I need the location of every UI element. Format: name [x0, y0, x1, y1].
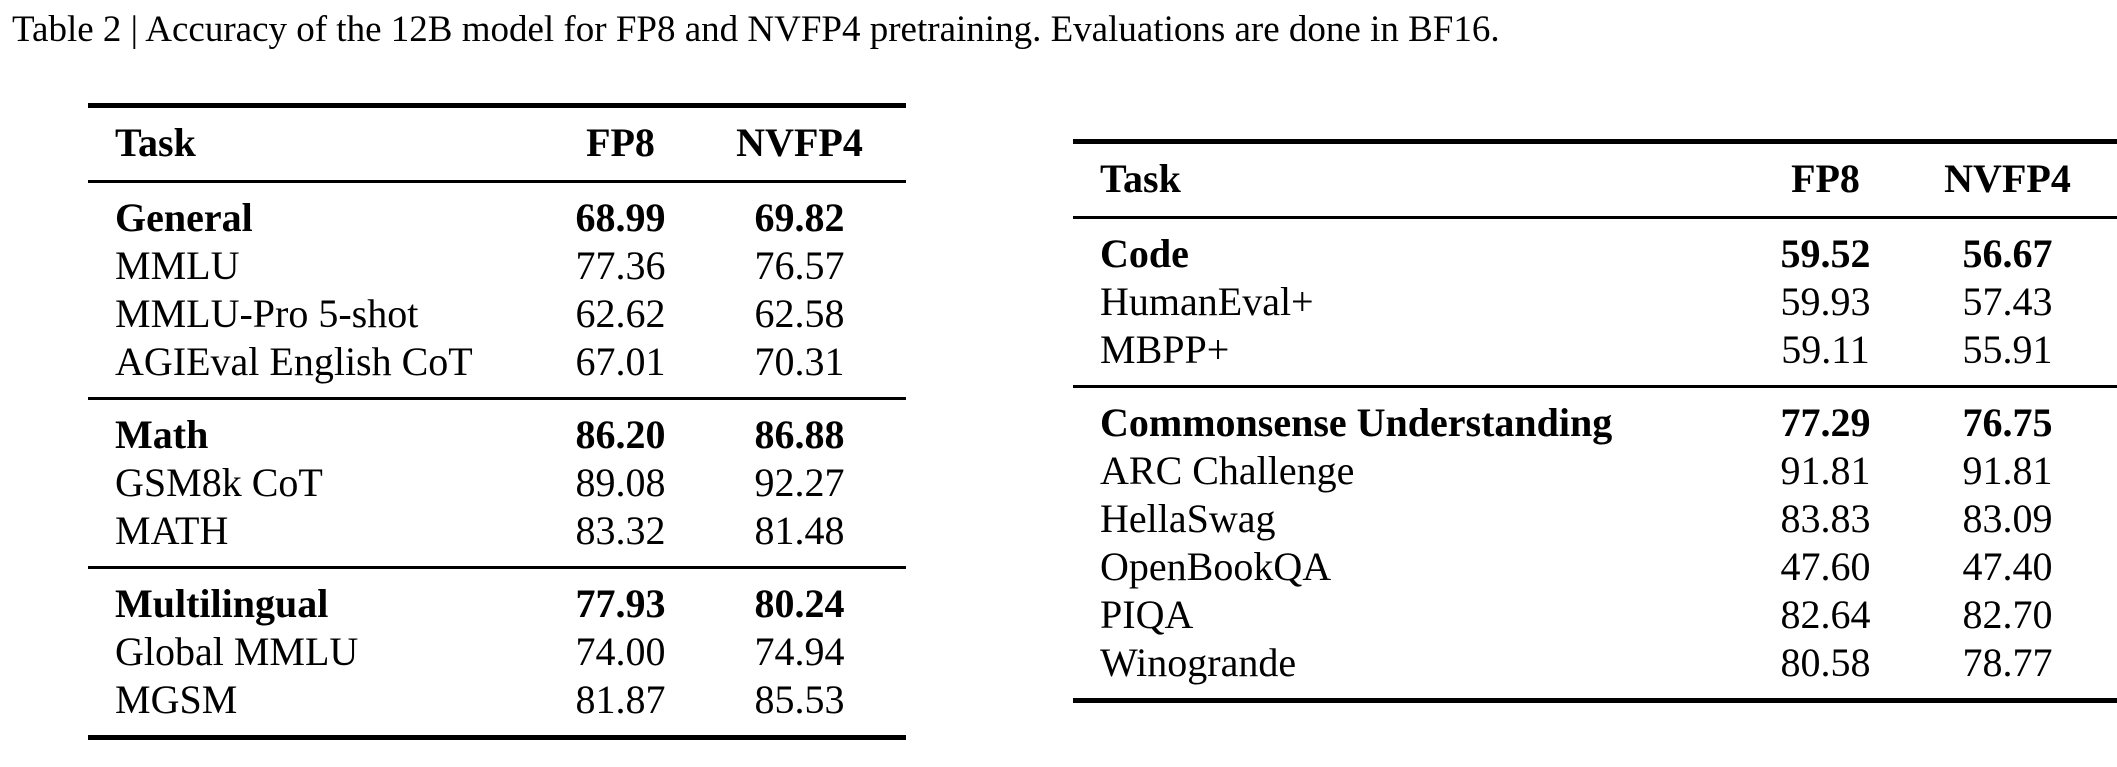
fp8-cell: 59.11 [1781, 327, 1870, 372]
table-row: GSM8k CoT 89.08 92.27 [88, 459, 906, 507]
table-group: General 68.99 69.82 MMLU 77.36 76.57 MMLU-Pro … [88, 181, 906, 399]
table-group: Math 86.20 86.88 GSM8k CoT 89.08 92.27 MATH 83.… [88, 398, 906, 568]
table-row: Commonsense Understanding 77.29 76.75 [1073, 387, 2117, 448]
task-cell: MATH [115, 508, 229, 553]
fp8-cell: 59.93 [1780, 279, 1871, 324]
table-code-commonsense: Task FP8 NVFP4 Code 59.52 56.67 HumanEval+ 5… [1073, 139, 2117, 703]
fp8-cell: 82.64 [1780, 592, 1871, 637]
fp8-cell: 77.93 [575, 581, 666, 626]
nvfp4-cell: 91.81 [1962, 448, 2053, 493]
nvfp4-cell: 92.27 [754, 460, 845, 505]
fp8-cell: 77.29 [1780, 400, 1871, 445]
nvfp4-cell: 69.82 [754, 195, 845, 240]
header-nvfp4: NVFP4 [736, 120, 863, 165]
task-cell: HumanEval+ [1100, 279, 1314, 324]
header-row: Task FP8 NVFP4 [1073, 142, 2117, 218]
nvfp4-cell: 80.24 [754, 581, 845, 626]
task-cell: GSM8k CoT [115, 460, 323, 505]
task-cell: Global MMLU [115, 629, 359, 674]
nvfp4-cell: 81.48 [754, 508, 845, 553]
task-cell: General [115, 195, 253, 240]
fp8-cell: 89.08 [575, 460, 666, 505]
task-cell: Math [115, 412, 209, 457]
task-cell: MMLU-Pro 5-shot [115, 291, 419, 336]
fp8-cell: 68.99 [575, 195, 666, 240]
table-row: MGSM 81.87 85.53 [88, 676, 906, 738]
task-cell: Code [1100, 231, 1189, 276]
fp8-cell: 59.52 [1780, 231, 1871, 276]
nvfp4-cell: 70.31 [754, 339, 845, 384]
table-row: Code 59.52 56.67 [1073, 218, 2117, 279]
nvfp4-cell: 82.70 [1962, 592, 2053, 637]
accuracy-table-right: Task FP8 NVFP4 Code 59.52 56.67 HumanEval+ 5… [1073, 139, 2117, 703]
task-cell: Multilingual [115, 581, 329, 626]
table-row: HellaSwag 83.83 83.09 [1073, 495, 2117, 543]
fp8-cell: 91.81 [1780, 448, 1871, 493]
nvfp4-cell: 47.40 [1962, 544, 2053, 589]
nvfp4-cell: 76.57 [754, 243, 845, 288]
fp8-cell: 62.62 [575, 291, 666, 336]
fp8-cell: 77.36 [575, 243, 666, 288]
fp8-cell: 67.01 [575, 339, 666, 384]
fp8-cell: 74.00 [575, 629, 666, 674]
task-cell: MBPP+ [1100, 327, 1230, 372]
nvfp4-cell: 83.09 [1962, 496, 2053, 541]
task-cell: OpenBookQA [1100, 544, 1332, 589]
header-nvfp4: NVFP4 [1944, 156, 2071, 201]
table-row: ARC Challenge 91.81 91.81 [1073, 447, 2117, 495]
fp8-cell: 80.58 [1780, 640, 1871, 685]
header-fp8: FP8 [1791, 156, 1860, 201]
table-row: Multilingual 77.93 80.24 [88, 568, 906, 629]
table-row: OpenBookQA 47.60 47.40 [1073, 543, 2117, 591]
accuracy-table-left: Task FP8 NVFP4 General 68.99 69.82 MMLU 77.3… [88, 103, 906, 740]
nvfp4-cell: 62.58 [754, 291, 845, 336]
task-cell: MGSM [115, 677, 238, 722]
table-row: MBPP+ 59.11 55.91 [1073, 326, 2117, 387]
task-cell: HellaSwag [1100, 496, 1276, 541]
fp8-cell: 47.60 [1780, 544, 1871, 589]
table-row: Global MMLU 74.00 74.94 [88, 628, 906, 676]
task-cell: ARC Challenge [1100, 448, 1355, 493]
task-cell: PIQA [1100, 592, 1194, 637]
nvfp4-cell: 85.53 [754, 677, 845, 722]
table-group: Code 59.52 56.67 HumanEval+ 59.93 57.43 MBPP+ 5… [1073, 217, 2117, 387]
header-fp8: FP8 [586, 120, 655, 165]
header-task: Task [1100, 156, 1181, 201]
table-header: Task FP8 NVFP4 [1073, 141, 2117, 218]
table-group: Multilingual 77.93 80.24 Global MMLU 74.00 74… [88, 567, 906, 738]
table-row: General 68.99 69.82 [88, 182, 906, 243]
header-row: Task FP8 NVFP4 [88, 106, 906, 182]
table-row: HumanEval+ 59.93 57.43 [1073, 278, 2117, 326]
table-row: Math 86.20 86.88 [88, 399, 906, 460]
nvfp4-cell: 55.91 [1962, 327, 2053, 372]
table-header: Task FP8 NVFP4 [88, 105, 906, 182]
nvfp4-cell: 76.75 [1962, 400, 2053, 445]
table-row: PIQA 82.64 82.70 [1073, 591, 2117, 639]
table-group: Commonsense Understanding 77.29 76.75 ARC C… [1073, 386, 2117, 701]
fp8-cell: 81.87 [575, 677, 666, 722]
table-general-math-multilingual: Task FP8 NVFP4 General 68.99 69.82 MMLU 77.3… [88, 103, 906, 740]
table-row: AGIEval English CoT 67.01 70.31 [88, 338, 906, 399]
nvfp4-cell: 86.88 [754, 412, 845, 457]
header-task: Task [115, 120, 196, 165]
table-caption: Table 2 | Accuracy of the 12B model for … [12, 9, 1500, 50]
task-cell: Commonsense Understanding [1100, 400, 1613, 445]
fp8-cell: 83.83 [1780, 496, 1871, 541]
table-row: MMLU 77.36 76.57 [88, 242, 906, 290]
nvfp4-cell: 57.43 [1962, 279, 2053, 324]
nvfp4-cell: 74.94 [754, 629, 845, 674]
task-cell: AGIEval English CoT [115, 339, 473, 384]
task-cell: Winogrande [1100, 640, 1297, 685]
nvfp4-cell: 56.67 [1962, 231, 2053, 276]
table-row: Winogrande 80.58 78.77 [1073, 639, 2117, 701]
task-cell: MMLU [115, 243, 240, 288]
nvfp4-cell: 78.77 [1962, 640, 2053, 685]
fp8-cell: 83.32 [575, 508, 666, 553]
table-row: MATH 83.32 81.48 [88, 507, 906, 568]
fp8-cell: 86.20 [575, 412, 666, 457]
table-row: MMLU-Pro 5-shot 62.62 62.58 [88, 290, 906, 338]
